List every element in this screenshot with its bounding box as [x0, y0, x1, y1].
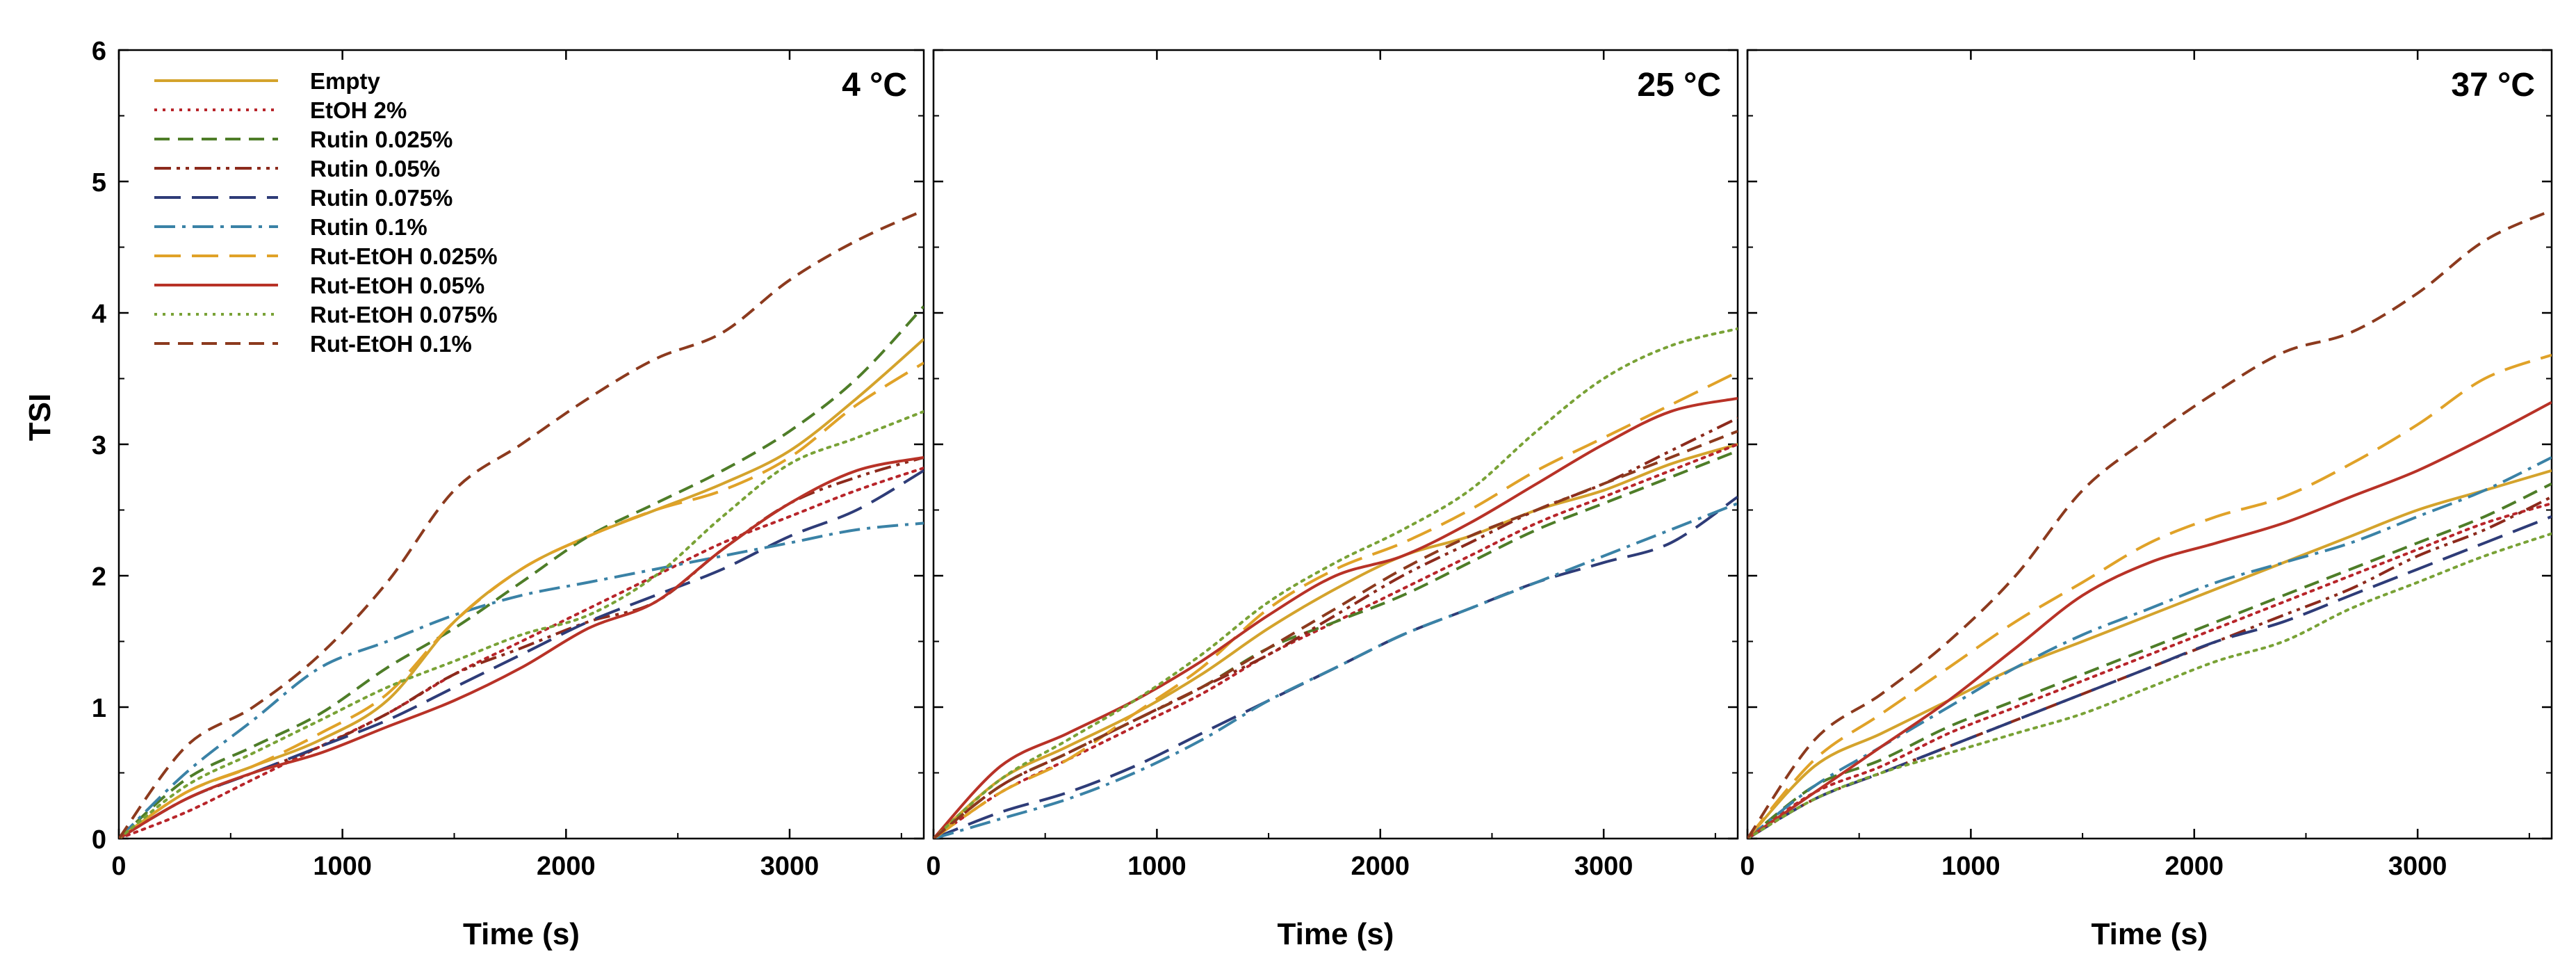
- series-line-empty: [934, 443, 1738, 839]
- series-line-empty: [119, 338, 924, 839]
- x-tick-label: 3000: [2388, 852, 2447, 881]
- series-line-rut-etoh-0-075-: [934, 327, 1738, 839]
- panel-title: 37 °C: [2451, 67, 2535, 104]
- x-tick-label: 1000: [1127, 852, 1187, 881]
- legend-label: Rutin 0.1%: [310, 214, 427, 240]
- series-line-rut-etoh-0-05-: [934, 396, 1738, 839]
- series-line-rutin-0-05-: [119, 455, 924, 839]
- series-line-etoh-2-: [119, 467, 924, 839]
- x-tick-label: 0: [926, 852, 940, 881]
- x-tick-label: 1000: [1941, 852, 2000, 881]
- legend-label: Rut-EtOH 0.1%: [310, 331, 472, 357]
- y-axis-label: TSI: [23, 394, 57, 441]
- series-group: [119, 209, 924, 839]
- legend-label: Rut-EtOH 0.025%: [310, 243, 498, 269]
- x-tick-label: 3000: [760, 852, 820, 881]
- series-line-rut-etoh-0-1-: [1747, 209, 2552, 839]
- panel-1: 0 1000 2000 3000 0 1 2 3 4 5 6 Time (s) 4 °C Empty EtO…: [92, 37, 925, 951]
- x-tick-label: 2000: [2165, 852, 2224, 881]
- series-line-rutin-0-025-: [1747, 482, 2552, 839]
- legend-label: EtOH 2%: [310, 97, 407, 123]
- series-line-rut-etoh-0-075-: [119, 410, 924, 839]
- series-line-rut-etoh-0-1-: [119, 209, 924, 839]
- plot-frame: [1746, 49, 2553, 840]
- panel-title: 4 °C: [842, 67, 907, 104]
- series-line-rutin-0-075-: [119, 469, 924, 839]
- legend-label: Empty: [310, 68, 381, 94]
- series-line-rutin-0-025-: [934, 449, 1738, 839]
- series-line-rutin-0-1-: [119, 521, 924, 839]
- panel-3: 0 1000 2000 3000 Time (s) 37 °C: [1740, 49, 2553, 951]
- y-tick-label: 1: [92, 694, 106, 723]
- x-axis-label: Time (s): [1278, 917, 1394, 951]
- x-tick-label: 2000: [537, 852, 596, 881]
- y-tick-label: 4: [92, 300, 106, 329]
- series-line-rut-etoh-0-05-: [1747, 400, 2552, 839]
- series-line-rut-etoh-0-075-: [1747, 532, 2552, 839]
- legend-label: Rutin 0.025%: [310, 127, 453, 152]
- y-tick-label: 0: [92, 825, 106, 855]
- x-tick-label: 2000: [1351, 852, 1410, 881]
- series-line-rut-etoh-0-1-: [934, 430, 1738, 839]
- series-group: [934, 327, 1738, 839]
- x-tick-label: 3000: [1574, 852, 1633, 881]
- series-line-etoh-2-: [1747, 502, 2552, 839]
- series-line-etoh-2-: [934, 443, 1738, 839]
- y-tick-label: 6: [92, 37, 106, 66]
- series-group: [1747, 209, 2552, 839]
- legend-label: Rutin 0.05%: [310, 156, 440, 181]
- x-tick-label: 0: [1740, 852, 1754, 881]
- legend: Empty EtOH 2% Rutin 0.025% Rutin 0.05% Rutin…: [154, 68, 498, 357]
- series-line-rut-etoh-0-025-: [934, 371, 1738, 839]
- series-line-rut-etoh-0-025-: [119, 362, 924, 839]
- x-tick-label: 1000: [313, 852, 372, 881]
- x-axis-label: Time (s): [2092, 917, 2208, 951]
- series-line-rutin-0-05-: [934, 416, 1738, 839]
- panels: 0 1000 2000 3000 0 1 2 3 4 5 6 Time (s) 4 °C Empty EtO…: [92, 37, 2553, 951]
- panel-2: 0 1000 2000 3000 Time (s) 25 °C: [926, 49, 1739, 951]
- series-line-rut-etoh-0-05-: [119, 455, 924, 839]
- y-tick-label: 5: [92, 168, 106, 197]
- legend-label: Rutin 0.075%: [310, 185, 453, 211]
- panel-title: 25 °C: [1637, 67, 1721, 104]
- plot-frame: [932, 49, 1739, 840]
- legend-label: Rut-EtOH 0.075%: [310, 302, 498, 327]
- series-line-empty: [1747, 469, 2552, 839]
- x-tick-label: 0: [111, 852, 126, 881]
- series-line-rutin-0-1-: [1747, 456, 2552, 839]
- series-line-rut-etoh-0-025-: [1747, 353, 2552, 839]
- x-axis-label: Time (s): [463, 917, 580, 951]
- series-line-rutin-0-025-: [119, 305, 924, 839]
- legend-label: Rut-EtOH 0.05%: [310, 273, 484, 298]
- series-line-rutin-0-1-: [934, 502, 1738, 839]
- y-tick-label: 2: [92, 563, 106, 592]
- y-tick-label: 3: [92, 431, 106, 460]
- series-line-rutin-0-075-: [1747, 515, 2552, 839]
